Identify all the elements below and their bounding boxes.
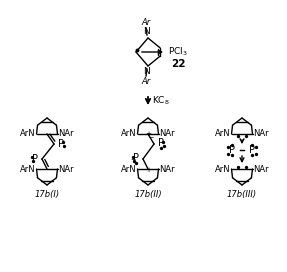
Text: NAr: NAr xyxy=(253,129,269,138)
Text: NAr: NAr xyxy=(59,165,74,174)
Text: Ar: Ar xyxy=(141,18,151,27)
Text: 17b(I): 17b(I) xyxy=(34,190,60,199)
Text: ArN: ArN xyxy=(121,165,137,174)
Text: ArN: ArN xyxy=(215,129,230,138)
Text: NAr: NAr xyxy=(160,129,175,138)
Text: KC$_8$: KC$_8$ xyxy=(152,95,170,107)
Text: $^{-}$: $^{-}$ xyxy=(130,156,136,165)
Text: +: + xyxy=(145,166,151,172)
Text: Ar: Ar xyxy=(141,77,151,86)
Text: 17b(II): 17b(II) xyxy=(134,190,162,199)
Text: NAr: NAr xyxy=(59,129,74,138)
Text: N: N xyxy=(144,67,150,76)
Text: P: P xyxy=(158,138,164,148)
Text: $^{-}$: $^{-}$ xyxy=(148,134,154,143)
Text: 17b(III): 17b(III) xyxy=(227,190,257,199)
Text: P: P xyxy=(229,145,235,155)
Text: PCl$_3$: PCl$_3$ xyxy=(168,46,188,58)
Text: P: P xyxy=(133,153,139,163)
Text: ArN: ArN xyxy=(215,165,230,174)
Text: N: N xyxy=(144,27,150,36)
Text: ArN: ArN xyxy=(20,129,36,138)
Text: ArN: ArN xyxy=(121,129,137,138)
Text: P: P xyxy=(249,145,255,155)
Text: NAr: NAr xyxy=(160,165,175,174)
Text: 22: 22 xyxy=(171,59,185,69)
Text: P: P xyxy=(32,154,38,164)
Text: NAr: NAr xyxy=(253,165,269,174)
Text: ArN: ArN xyxy=(20,165,36,174)
Text: P: P xyxy=(58,139,64,149)
Text: +: + xyxy=(145,131,151,137)
